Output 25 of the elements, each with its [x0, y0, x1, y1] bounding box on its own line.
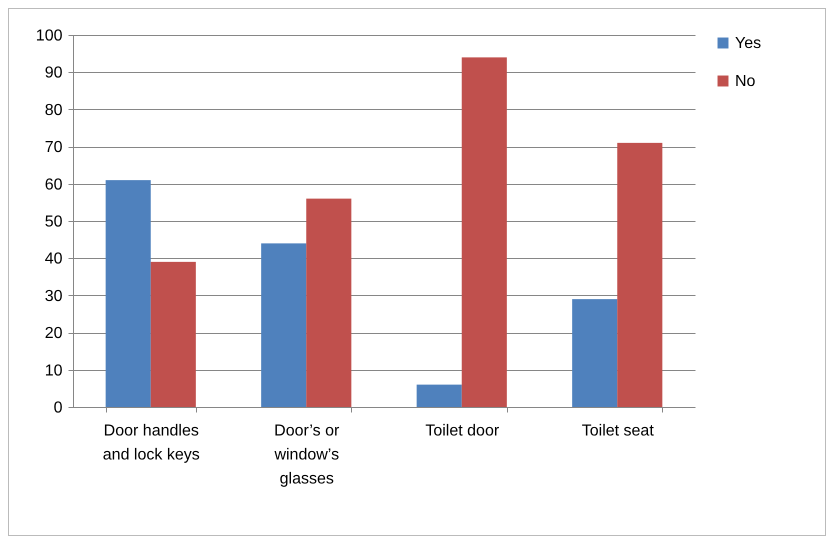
legend-label: Yes — [735, 35, 762, 52]
y-tick-label: 20 — [44, 325, 63, 342]
y-tick-label: 10 — [44, 362, 63, 380]
bar — [462, 57, 507, 407]
y-tick-label: 90 — [44, 64, 63, 82]
bar — [150, 262, 196, 407]
y-tick-label: 80 — [44, 102, 63, 119]
y-tick-label: 70 — [44, 139, 63, 156]
bar — [416, 384, 462, 407]
y-tick-label: 30 — [44, 288, 63, 305]
y-tick-label: 40 — [44, 250, 63, 268]
x-tick-label: Door handles and lock keys — [102, 422, 200, 464]
x-tick-label: Toilet seat — [582, 422, 654, 440]
x-tick-label: Toilet door — [425, 422, 500, 440]
legend-label: No — [735, 73, 756, 90]
x-tick-label: Door’s or window’s glasses — [273, 422, 340, 488]
y-tick-label: 50 — [44, 214, 63, 230]
y-tick-label: 0 — [54, 400, 63, 416]
bar — [572, 299, 618, 407]
y-tick-label: 100 — [36, 28, 63, 44]
bar — [106, 180, 151, 407]
bar — [261, 243, 306, 407]
bar — [617, 142, 662, 407]
bar — [306, 198, 352, 407]
y-tick-label: 60 — [44, 176, 63, 194]
